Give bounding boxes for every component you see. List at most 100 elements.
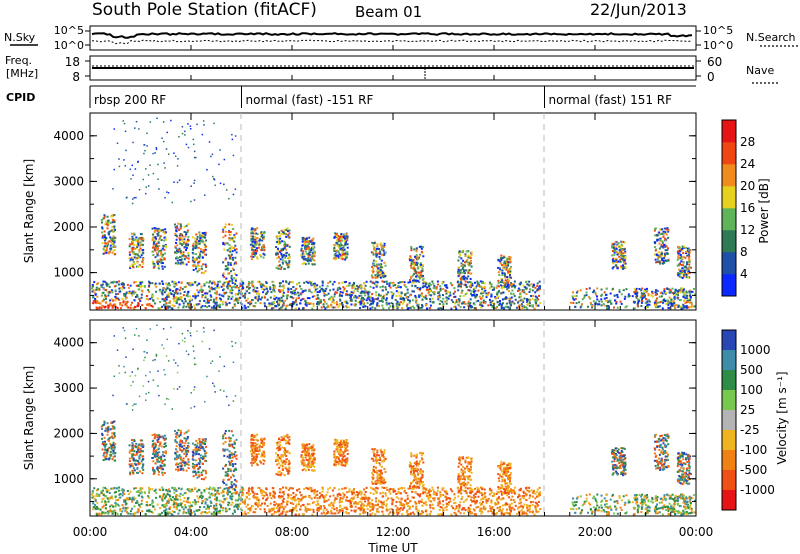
power-cell — [491, 299, 494, 302]
power-cell — [375, 254, 378, 257]
power-cell — [574, 297, 577, 300]
power-cell — [532, 294, 535, 297]
power-cell — [679, 257, 682, 260]
power-cell — [345, 235, 348, 238]
velocity-cell — [147, 495, 150, 498]
power-cell — [459, 281, 462, 284]
power-cell — [444, 289, 447, 292]
power-cell — [175, 290, 178, 293]
power-cell — [416, 276, 419, 279]
power-cell — [198, 242, 201, 245]
cpid-segment-label: normal (fast) 151 RF — [549, 93, 673, 107]
power-cell — [189, 284, 192, 287]
power-cell — [141, 290, 144, 293]
power-cell — [262, 237, 265, 240]
power-cell — [280, 252, 283, 255]
power-cell — [585, 291, 588, 294]
power-cell — [167, 295, 170, 298]
power-cell — [509, 270, 512, 273]
power-cell — [321, 284, 324, 287]
power-cell — [159, 236, 162, 239]
power-cell — [374, 298, 377, 301]
power-cell — [351, 284, 354, 287]
power-cell — [260, 235, 263, 238]
power-cell — [235, 262, 238, 265]
power-cell — [250, 231, 253, 234]
power-cell — [142, 258, 145, 261]
velocity-cell — [412, 511, 415, 514]
power-cell — [228, 272, 231, 275]
power-cell — [284, 299, 287, 302]
power-cell — [210, 295, 213, 298]
power-cell — [212, 287, 215, 290]
power-cell — [262, 285, 265, 288]
power-cell — [223, 291, 226, 294]
power-cell — [495, 286, 498, 289]
power-cell — [199, 253, 202, 256]
power-cell — [112, 188, 114, 190]
power-cell — [325, 294, 328, 297]
power-cell — [166, 131, 169, 134]
power-cell — [141, 265, 144, 268]
power-cell — [232, 227, 235, 230]
power-cell — [176, 292, 179, 295]
power-cell — [682, 246, 685, 249]
power-cell — [320, 306, 323, 309]
power-cell — [341, 303, 344, 306]
power-cell — [664, 231, 667, 234]
velocity-cell — [386, 489, 389, 492]
power-cell — [248, 281, 251, 284]
power-cell — [140, 233, 143, 236]
power-cell — [91, 283, 94, 286]
power-cell — [621, 248, 624, 251]
power-cell — [249, 303, 252, 306]
power-cell — [95, 307, 98, 310]
power-cell — [339, 239, 342, 242]
power-cell — [113, 237, 116, 240]
power-cell — [469, 256, 472, 259]
power-cell — [149, 121, 152, 123]
power-cell — [661, 307, 664, 310]
power-cell — [469, 301, 472, 304]
power-cell — [429, 304, 432, 307]
power-cell — [282, 291, 285, 294]
velocity-cell — [291, 487, 294, 490]
velocity-cell — [351, 491, 354, 494]
power-cell — [155, 147, 158, 149]
power-cell — [640, 289, 643, 292]
power-cell — [446, 296, 449, 299]
power-cell — [209, 280, 212, 283]
power-cell — [137, 302, 140, 305]
power-cell — [262, 256, 265, 259]
power-cell — [308, 253, 311, 256]
power-cell — [94, 293, 97, 296]
power-cell — [173, 152, 175, 154]
power-cell — [141, 236, 144, 239]
power-cell — [200, 250, 203, 253]
velocity-cell — [435, 493, 438, 496]
power-cell — [128, 251, 131, 254]
power-cell — [151, 237, 154, 240]
power-cell — [160, 239, 163, 242]
power-cell — [284, 233, 287, 236]
power-cell — [121, 285, 124, 288]
power-cell — [283, 243, 286, 246]
power-cell — [205, 265, 208, 268]
power-cell — [497, 295, 500, 298]
power-cell — [275, 235, 278, 238]
power-cell — [374, 274, 377, 277]
power-cell — [141, 243, 144, 246]
power-cell — [624, 266, 627, 269]
power-cell — [330, 306, 333, 309]
power-cell — [307, 281, 310, 284]
power-cell — [198, 251, 201, 254]
power-cell — [464, 253, 467, 256]
power-cell — [372, 270, 375, 273]
power-cell — [646, 290, 649, 293]
power-cell — [352, 290, 355, 293]
power-cell — [313, 250, 316, 253]
power-cell — [665, 245, 668, 248]
power-cell — [408, 301, 411, 304]
power-cell — [201, 133, 204, 136]
power-cell — [163, 140, 165, 143]
